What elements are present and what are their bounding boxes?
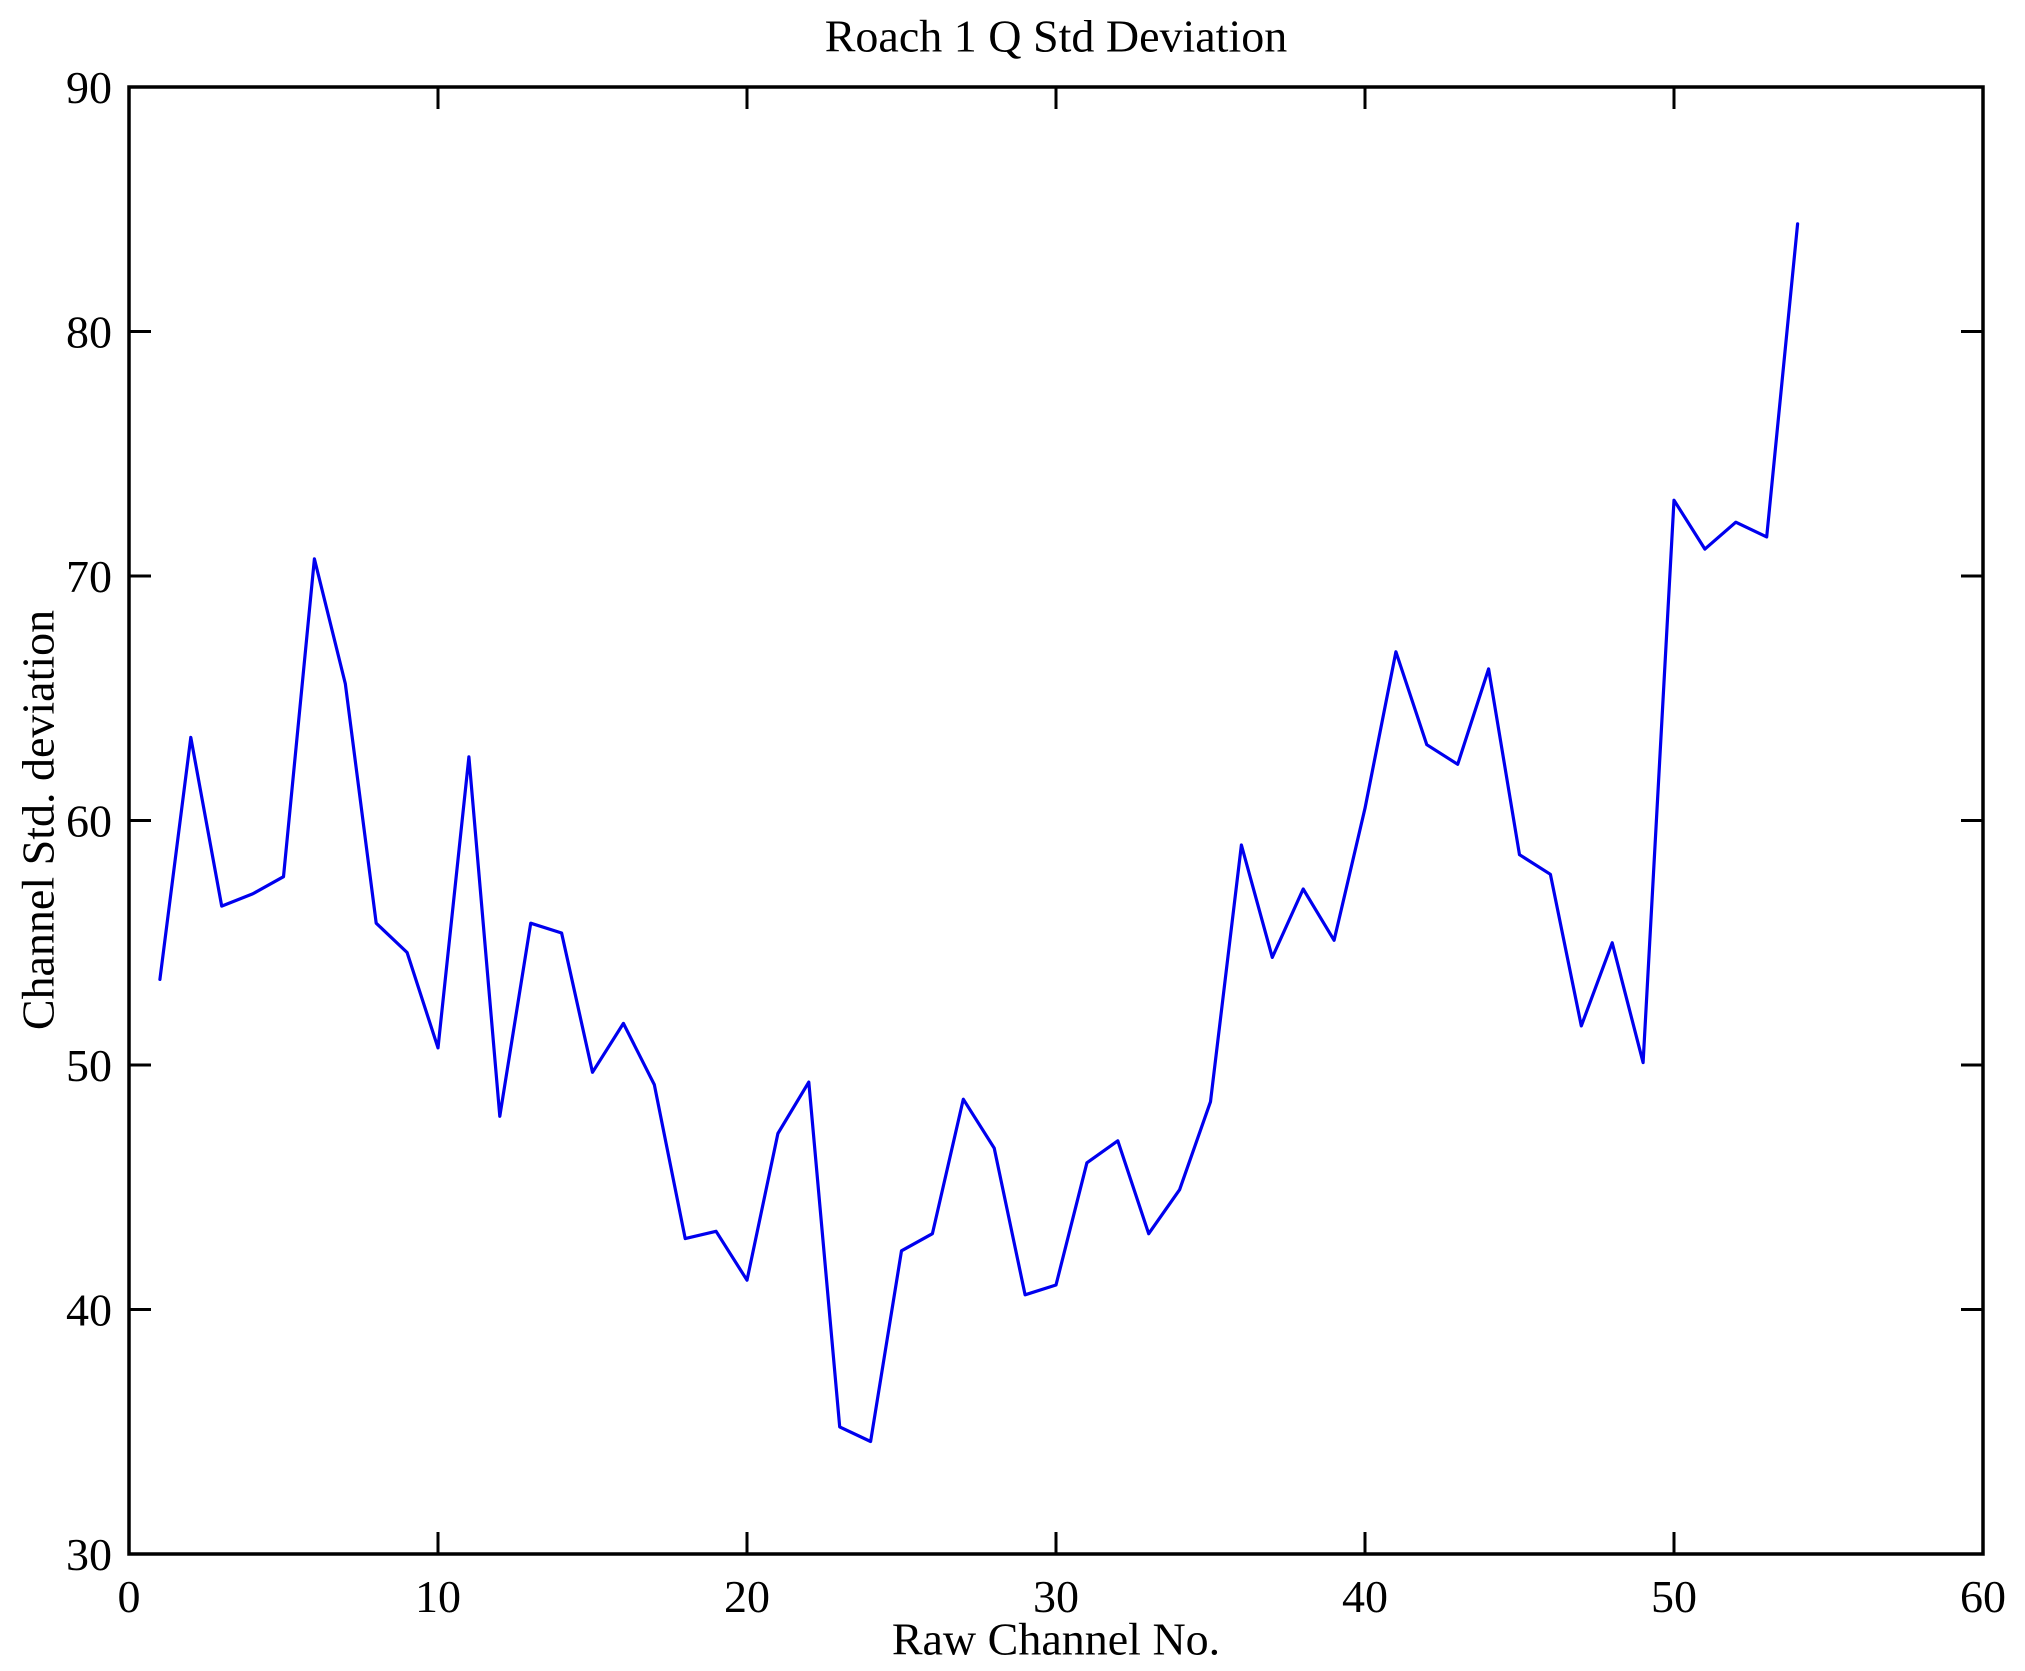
y-tick-label: 60 — [66, 796, 112, 847]
y-axis-label: Channel Std. deviation — [12, 609, 64, 1031]
x-axis-label: Raw Channel No. — [891, 1613, 1221, 1665]
y-tick-label: 80 — [66, 307, 112, 358]
x-tick-label: 0 — [118, 1571, 141, 1622]
x-tick-label: 40 — [1342, 1571, 1388, 1622]
chart-title: Roach 1 Q Std Deviation — [824, 10, 1288, 62]
y-tick-label: 50 — [66, 1040, 112, 1091]
x-tick-label: 30 — [1033, 1571, 1079, 1622]
x-tick-label: 60 — [1960, 1571, 2006, 1622]
y-tick-label: 90 — [66, 62, 112, 113]
x-tick-label: 10 — [415, 1571, 461, 1622]
y-tick-label: 70 — [66, 551, 112, 602]
axes-box — [127, 85, 1985, 1556]
y-tick-label: 40 — [66, 1285, 112, 1336]
data-line — [158, 222, 1800, 1444]
x-tick-label: 50 — [1651, 1571, 1697, 1622]
y-tick-label: 30 — [66, 1529, 112, 1580]
x-tick-label: 20 — [724, 1571, 770, 1622]
